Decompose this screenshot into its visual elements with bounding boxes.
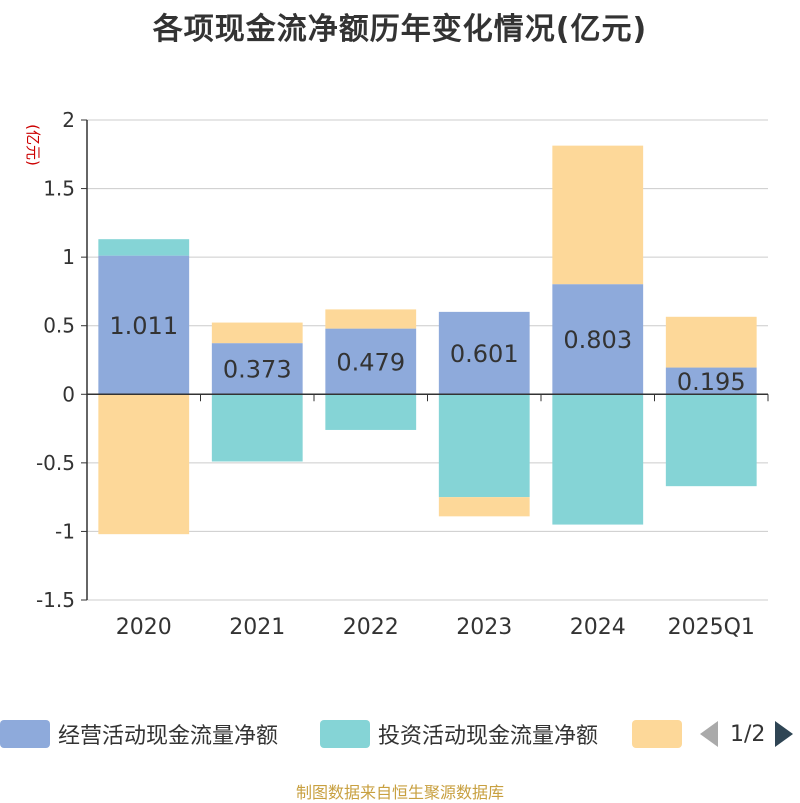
legend: 经营活动现金流量净额 投资活动现金流量净额 1/2: [0, 714, 800, 754]
y-tick-label: -0.5: [36, 451, 75, 475]
data-label-2020: 1.011: [109, 312, 178, 340]
y-tick-label: 0: [62, 382, 75, 406]
bar-series1-2021[interactable]: [211, 394, 303, 462]
bars: [98, 145, 757, 535]
bar-series2-2023[interactable]: [438, 497, 530, 517]
y-tick-label: 0.5: [43, 314, 75, 338]
bar-series0-2025Q1[interactable]: [665, 367, 757, 395]
legend-swatch-financing: [632, 720, 682, 748]
data-label-2023: 0.601: [450, 340, 519, 368]
legend-next-page-icon[interactable]: [775, 721, 794, 747]
y-tick-label: 1: [62, 245, 75, 269]
bar-series2-2020[interactable]: [98, 394, 190, 535]
y-tick-label: 1.5: [43, 177, 75, 201]
axes: 2 1.5 1 0.5 0 -0.5 -1 -1.5 2020 2021 2022 2023 2024 2…: [36, 108, 769, 640]
bar-series2-2022[interactable]: [325, 309, 417, 329]
x-tick-label-2025Q1: 2025Q1: [668, 615, 755, 640]
bar-series1-2022[interactable]: [325, 394, 417, 430]
legend-item-operating[interactable]: 经营活动现金流量净额: [0, 714, 278, 754]
legend-item-investing[interactable]: 投资活动现金流量净额: [320, 714, 598, 754]
y-tick-label: -1.5: [36, 588, 75, 612]
bar-series1-2023[interactable]: [438, 394, 530, 498]
y-axis-unit-label: (亿元): [24, 124, 42, 166]
chart-title: 各项现金流净额历年变化情况(亿元): [152, 12, 648, 47]
legend-prev-page-icon[interactable]: [700, 721, 718, 747]
legend-label-operating: 经营活动现金流量净额: [58, 724, 279, 749]
legend-label-investing: 投资活动现金流量净额: [378, 724, 599, 749]
bar-series2-2024[interactable]: [552, 145, 644, 285]
x-tick-label-2021: 2021: [229, 615, 285, 640]
legend-pager: 1/2: [700, 714, 794, 754]
bar-series2-2025Q1[interactable]: [665, 316, 757, 368]
legend-swatch-operating: [0, 720, 50, 748]
legend-item-financing[interactable]: [632, 714, 690, 754]
bar-series1-2020[interactable]: [98, 239, 190, 256]
data-label-2024: 0.803: [563, 326, 632, 354]
bar-series0-2023[interactable]: [438, 311, 530, 395]
bar-series2-2021[interactable]: [211, 322, 303, 344]
data-label-2022: 0.479: [336, 348, 405, 376]
x-tick-label-2022: 2022: [343, 615, 399, 640]
bar-series0-2024[interactable]: [552, 284, 644, 395]
bar-series0-2021[interactable]: [211, 343, 303, 395]
grid-lines: [87, 119, 768, 601]
bar-series1-2024[interactable]: [552, 394, 644, 525]
x-tick-label-2024: 2024: [570, 615, 626, 640]
bar-series1-2025Q1[interactable]: [665, 394, 757, 487]
x-tick-label-2023: 2023: [456, 615, 512, 640]
source-note: 制图数据来自恒生聚源数据库: [295, 783, 504, 802]
data-label-2025Q1: 0.195: [677, 368, 746, 396]
bar-series0-2020[interactable]: [98, 255, 190, 395]
data-labels: 1.011 0.373 0.479 0.601 0.803 0.195: [109, 312, 745, 396]
x-tick-label-2020: 2020: [116, 615, 172, 640]
data-label-2021: 0.373: [223, 356, 292, 384]
legend-swatch-investing: [320, 720, 370, 748]
legend-page-indicator: 1/2: [730, 721, 766, 747]
bar-series0-2022[interactable]: [325, 328, 417, 395]
y-tick-label: -1: [55, 519, 75, 543]
y-tick-label: 2: [62, 108, 75, 132]
